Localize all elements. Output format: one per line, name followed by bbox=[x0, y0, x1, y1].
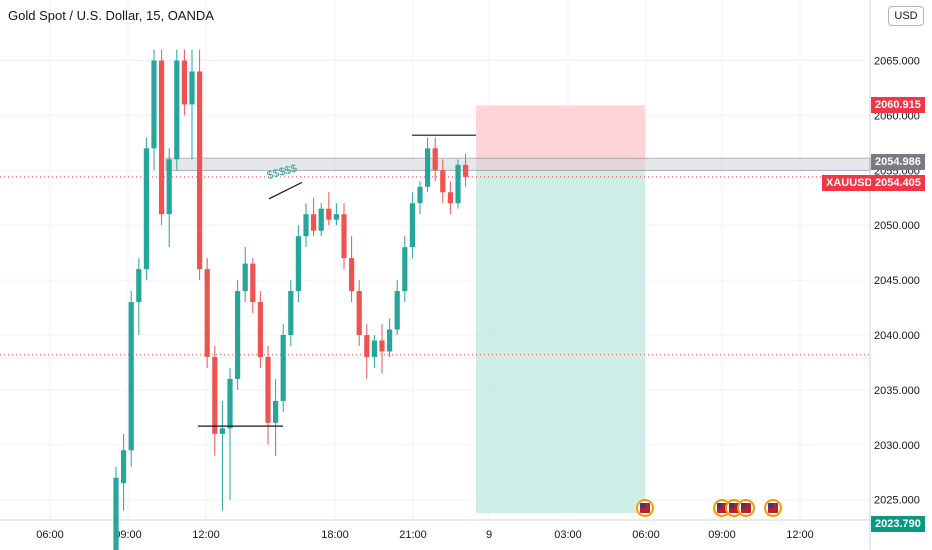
candle-body bbox=[235, 291, 241, 379]
candle-body bbox=[242, 263, 248, 292]
candle-body bbox=[250, 263, 256, 303]
candle-body bbox=[265, 356, 271, 423]
candle-body bbox=[394, 291, 400, 330]
candle-body bbox=[425, 148, 431, 187]
candle-body bbox=[379, 340, 385, 352]
candle-body bbox=[151, 60, 157, 149]
resistance-zone bbox=[165, 157, 871, 171]
time-tick: 06:00 bbox=[36, 529, 64, 541]
zone-price-label: 2054.986 bbox=[871, 153, 925, 170]
candle-body bbox=[463, 164, 469, 177]
price-tick: 2060.000 bbox=[874, 110, 920, 122]
time-tick: 03:00 bbox=[554, 529, 582, 541]
candle-body bbox=[159, 60, 165, 215]
take-profit-zone bbox=[476, 170, 645, 513]
candle-body bbox=[318, 208, 324, 231]
candle-body bbox=[409, 203, 415, 248]
candle-body bbox=[189, 71, 195, 105]
candle-body bbox=[219, 428, 225, 434]
price-tick: 2030.000 bbox=[874, 440, 920, 452]
time-tick: 09:00 bbox=[708, 529, 736, 541]
time-tick: 09:00 bbox=[114, 529, 142, 541]
candle-body bbox=[143, 148, 149, 270]
candle-body bbox=[128, 302, 134, 451]
time-tick: 12:00 bbox=[786, 529, 814, 541]
candle-body bbox=[174, 60, 180, 160]
candle-body bbox=[341, 214, 347, 259]
time-tick: 06:00 bbox=[632, 529, 660, 541]
candle-body bbox=[356, 291, 362, 335]
stop-price-label: 2060.915 bbox=[871, 97, 925, 114]
candle-body bbox=[227, 378, 233, 429]
event-flag-icon-canton bbox=[717, 503, 722, 508]
candle-body bbox=[326, 208, 332, 220]
candle-body bbox=[181, 60, 187, 105]
candle-body bbox=[333, 214, 339, 220]
price-tick: 2050.000 bbox=[874, 220, 920, 232]
price-tick: 2065.000 bbox=[874, 56, 920, 68]
candle-body bbox=[288, 291, 294, 335]
target-price-label: 2023.790 bbox=[871, 515, 925, 532]
candle-body bbox=[364, 335, 370, 357]
candle-body bbox=[121, 450, 127, 484]
time-tick: 21:00 bbox=[399, 529, 427, 541]
last-price-label: 2054.405 bbox=[871, 175, 925, 192]
candle-body bbox=[273, 400, 279, 423]
candle-body bbox=[455, 164, 461, 204]
candle-body bbox=[204, 269, 210, 357]
candle-body bbox=[295, 236, 301, 292]
trend-annotation-line bbox=[268, 181, 303, 200]
event-flag-icon-canton bbox=[729, 503, 734, 508]
event-flag-icon-canton bbox=[741, 503, 746, 508]
candle-body bbox=[447, 192, 453, 204]
time-tick: 18:00 bbox=[321, 529, 349, 541]
symbol-title: Gold Spot / U.S. Dollar, 15, OANDA bbox=[8, 8, 214, 23]
ticker-label: XAUUSD bbox=[822, 175, 877, 192]
time-tick: 12:00 bbox=[192, 529, 220, 541]
candle-body bbox=[136, 269, 142, 303]
candle-body bbox=[440, 170, 446, 193]
event-flag-icon-canton bbox=[768, 503, 773, 508]
price-tick: 2045.000 bbox=[874, 275, 920, 287]
price-tick: 2040.000 bbox=[874, 330, 920, 342]
candle-body bbox=[166, 159, 172, 215]
candle-body bbox=[432, 148, 438, 171]
candle-body bbox=[387, 329, 393, 352]
candle-body bbox=[349, 258, 355, 292]
candle-body bbox=[197, 71, 203, 270]
candle-body bbox=[311, 214, 317, 231]
currency-button[interactable]: USD bbox=[888, 6, 924, 26]
candle-body bbox=[212, 356, 218, 434]
candle-body bbox=[280, 335, 286, 401]
price-tick: 2035.000 bbox=[874, 385, 920, 397]
price-tick: 2025.000 bbox=[874, 495, 920, 507]
candle-body bbox=[303, 214, 309, 237]
candle-body bbox=[371, 340, 377, 357]
candle-body bbox=[417, 186, 423, 204]
candle-body bbox=[113, 477, 119, 550]
candle-body bbox=[402, 247, 408, 292]
candle-body bbox=[257, 302, 263, 357]
event-flag-icon-canton bbox=[640, 503, 645, 508]
time-tick: 9 bbox=[486, 529, 492, 541]
